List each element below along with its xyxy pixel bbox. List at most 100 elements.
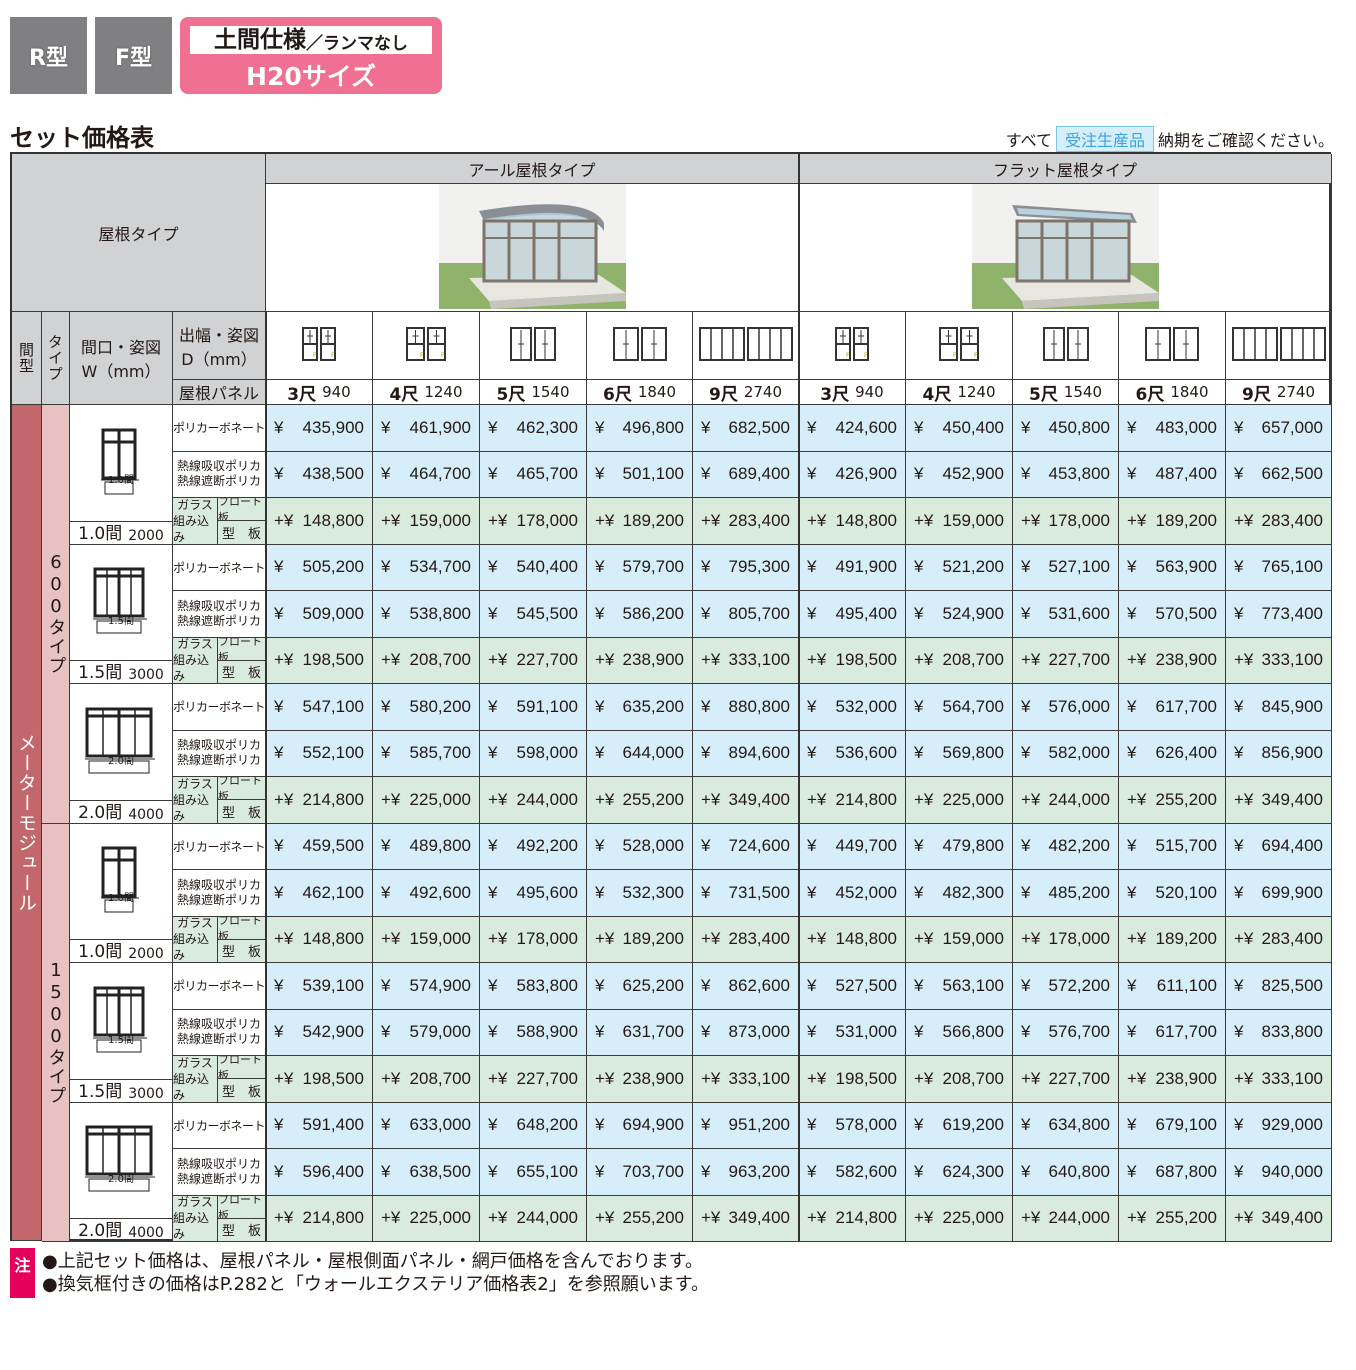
price-cell: ¥940,000 [1226, 1149, 1332, 1196]
price-cell: ¥611,100 [1119, 963, 1226, 1010]
svg-text:F: F [864, 352, 868, 359]
price-value: 438,500 [302, 464, 364, 484]
price-value: 333,100 [728, 1068, 790, 1088]
width-cell: 2.0間 2.0間 4000 [70, 684, 173, 824]
panel-heat-block-label: 熱線遮断ポリカ [176, 753, 261, 768]
price-value: 862,600 [728, 975, 790, 995]
currency-symbol: +¥ [488, 650, 508, 670]
price-value: 679,100 [1155, 1115, 1217, 1135]
currency-symbol: ¥ [488, 696, 498, 716]
price-value: 333,100 [728, 650, 790, 670]
panel-float-glass: フロート板 [218, 498, 266, 522]
price-cell: ¥633,000 [373, 1102, 480, 1149]
price-value: 531,000 [835, 1022, 897, 1042]
depth-header: 5尺 1540 [480, 380, 587, 405]
price-value: 482,200 [1048, 836, 1110, 856]
price-value: 349,400 [728, 1208, 790, 1228]
currency-symbol: +¥ [701, 510, 721, 530]
currency-symbol: +¥ [381, 789, 401, 809]
currency-symbol: ¥ [274, 882, 284, 902]
panel-float-label: フロート板 [218, 1056, 262, 1080]
price-cell: +¥ 349,400 [1226, 1195, 1332, 1242]
currency-symbol: ¥ [488, 1022, 498, 1042]
price-cell: ¥617,700 [1119, 1009, 1226, 1056]
spec-badge-subtitle: ／ランマなし [306, 34, 408, 54]
currency-symbol: ¥ [914, 417, 924, 437]
price-value: 528,000 [622, 836, 684, 856]
price-cell: ¥624,300 [906, 1149, 1013, 1196]
price-cell: ¥657,000 [1226, 405, 1332, 452]
width-figure: 1.0間 [101, 405, 141, 521]
price-cell: ¥489,800 [373, 823, 480, 870]
currency-symbol: ¥ [381, 882, 391, 902]
width-figure-label: 2.0間 [108, 755, 134, 767]
col-header-depth-unit: D（mm） [181, 349, 257, 369]
currency-symbol: ¥ [1021, 603, 1031, 623]
price-value: 569,800 [942, 743, 1004, 763]
currency-symbol: +¥ [807, 789, 827, 809]
currency-symbol: +¥ [701, 789, 721, 809]
col-header-type: タイプ [42, 312, 70, 405]
price-cell: ¥579,000 [373, 1009, 480, 1056]
price-cell: +¥ 148,800 [266, 498, 373, 545]
currency-symbol: ¥ [488, 836, 498, 856]
price-value: 459,500 [302, 836, 364, 856]
price-cell: ¥566,800 [906, 1009, 1013, 1056]
panel-heat: 熱線吸収ポリカ 熱線遮断ポリカ [173, 591, 266, 638]
price-value: 578,000 [835, 1115, 897, 1135]
tab-f-type[interactable]: F型 [95, 17, 172, 94]
currency-symbol: ¥ [381, 696, 391, 716]
currency-symbol: ¥ [488, 882, 498, 902]
currency-symbol: +¥ [488, 1208, 508, 1228]
currency-symbol: ¥ [274, 1161, 284, 1181]
currency-symbol: +¥ [914, 510, 934, 530]
currency-symbol: ¥ [914, 1161, 924, 1181]
width-figure: 1.0間 [101, 824, 141, 940]
panel-heat-block-label: 熱線遮断ポリカ [176, 892, 261, 907]
width-figure: 2.0間 [85, 684, 157, 800]
price-cell: ¥564,700 [906, 684, 1013, 731]
currency-symbol: ¥ [595, 557, 605, 577]
panel-float-glass: フロート板 [218, 637, 266, 661]
price-value: 227,700 [1048, 1068, 1110, 1088]
price-value: 542,900 [302, 1022, 364, 1042]
currency-symbol: ¥ [1127, 743, 1137, 763]
price-value: 178,000 [1048, 929, 1110, 949]
width-figure: 1.5間 [93, 963, 149, 1079]
currency-symbol: +¥ [1127, 1208, 1147, 1228]
price-cell: +¥ 227,700 [1013, 637, 1119, 684]
tab-r-type[interactable]: R型 [10, 17, 87, 94]
svg-text:F: F [420, 352, 424, 359]
svg-text:F: F [953, 352, 957, 359]
price-cell: ¥563,100 [906, 963, 1013, 1010]
price-cell: +¥ 159,000 [373, 498, 480, 545]
price-value: 825,500 [1261, 975, 1323, 995]
currency-symbol: ¥ [1021, 417, 1031, 437]
currency-symbol: +¥ [1234, 929, 1254, 949]
note-badge: 注 [10, 1248, 35, 1298]
page-title: セット価格表 [10, 124, 154, 152]
currency-symbol: ¥ [595, 603, 605, 623]
panel-patterned-label: 型 板 [221, 526, 261, 542]
price-value: 495,400 [835, 603, 897, 623]
price-cell: +¥ 214,800 [799, 1195, 906, 1242]
width-cell: 1.0間 1.0間 2000 [70, 823, 173, 963]
currency-symbol: ¥ [1127, 557, 1137, 577]
currency-symbol: +¥ [807, 1068, 827, 1088]
currency-symbol: ¥ [1127, 696, 1137, 716]
price-value: 521,200 [942, 557, 1004, 577]
price-cell: ¥570,500 [1119, 591, 1226, 638]
price-cell: ¥520,100 [1119, 870, 1226, 917]
depth-figure-cell [693, 312, 799, 380]
price-cell: +¥ 227,700 [480, 1056, 587, 1103]
currency-symbol: +¥ [274, 510, 294, 530]
width-ken: 2.0間 [78, 1221, 123, 1241]
panel-float-label: フロート板 [218, 777, 262, 801]
width-mm: 3000 [128, 667, 164, 683]
price-cell: ¥531,000 [799, 1009, 906, 1056]
divider [265, 312, 267, 1241]
currency-symbol: +¥ [914, 1208, 934, 1228]
price-cell: +¥ 159,000 [906, 498, 1013, 545]
price-value: 225,000 [409, 1208, 471, 1228]
price-value: 625,200 [622, 975, 684, 995]
